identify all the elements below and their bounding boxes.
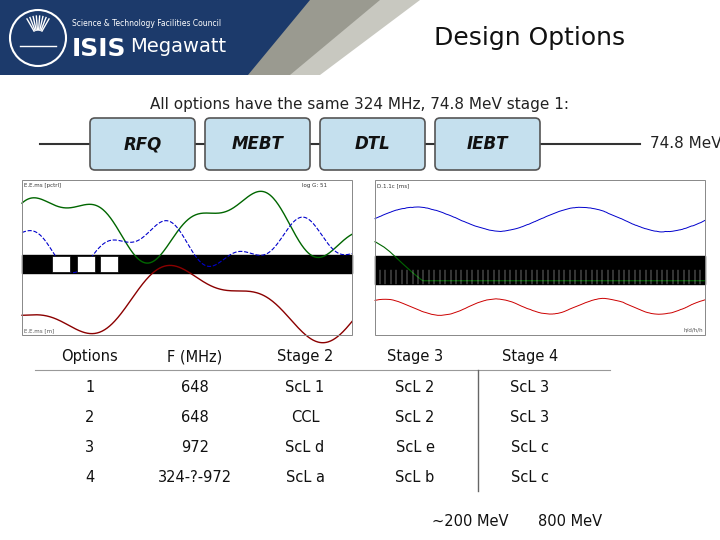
Text: 324-?-972: 324-?-972 (158, 469, 232, 484)
Text: ScL 1: ScL 1 (285, 381, 325, 395)
Text: 972: 972 (181, 440, 209, 455)
Text: Megawatt: Megawatt (130, 37, 226, 56)
Bar (22, 180, 352, 335)
Polygon shape (290, 0, 420, 75)
Text: 74.8 MeV: 74.8 MeV (650, 137, 720, 152)
Bar (375, 180, 705, 335)
Polygon shape (310, 0, 720, 75)
Text: ScL 2: ScL 2 (395, 410, 435, 426)
Text: ScL b: ScL b (395, 469, 435, 484)
Text: E.E.ms [pctrl]: E.E.ms [pctrl] (24, 183, 61, 188)
Polygon shape (248, 0, 430, 75)
Text: 800 MeV: 800 MeV (538, 515, 602, 530)
Text: 648: 648 (181, 381, 209, 395)
Text: Options: Options (62, 349, 118, 364)
Bar (100, 256, 118, 272)
Text: 3: 3 (86, 440, 94, 455)
Text: h/d/h/h: h/d/h/h (683, 328, 703, 333)
Text: Design Options: Design Options (434, 26, 626, 50)
Text: IEBT: IEBT (467, 135, 508, 153)
Text: ScL c: ScL c (511, 469, 549, 484)
Text: 648: 648 (181, 410, 209, 426)
Text: All options have the same 324 MHz, 74.8 MeV stage 1:: All options have the same 324 MHz, 74.8 … (150, 98, 570, 112)
FancyBboxPatch shape (320, 118, 425, 170)
Text: ScL a: ScL a (286, 469, 325, 484)
Text: CCL: CCL (291, 410, 319, 426)
Bar (52, 256, 70, 272)
Text: 1: 1 (86, 381, 94, 395)
Text: Stage 2: Stage 2 (276, 349, 333, 364)
Text: DTL: DTL (355, 135, 390, 153)
Text: ISIS: ISIS (72, 37, 127, 61)
FancyBboxPatch shape (90, 118, 195, 170)
Text: ScL 3: ScL 3 (510, 410, 549, 426)
Text: 4: 4 (86, 469, 94, 484)
Bar (22, 180, 352, 335)
Text: log G: 51: log G: 51 (302, 183, 327, 188)
Text: D.1.1c [ms]: D.1.1c [ms] (377, 183, 409, 188)
Bar (77, 256, 95, 272)
Text: E.E.ms [m]: E.E.ms [m] (24, 328, 54, 333)
Text: ScL c: ScL c (511, 440, 549, 455)
Text: Stage 3: Stage 3 (387, 349, 443, 364)
Text: F (MHz): F (MHz) (167, 349, 222, 364)
Text: ScL e: ScL e (395, 440, 434, 455)
Text: Stage 4: Stage 4 (502, 349, 558, 364)
Text: ScL 2: ScL 2 (395, 381, 435, 395)
Text: ScL 3: ScL 3 (510, 381, 549, 395)
Text: 2: 2 (85, 410, 95, 426)
Text: RFQ: RFQ (123, 135, 161, 153)
Text: ScL d: ScL d (285, 440, 325, 455)
Text: ~200 MeV: ~200 MeV (432, 515, 508, 530)
Bar (375, 180, 705, 335)
FancyBboxPatch shape (435, 118, 540, 170)
Text: Science & Technology Facilities Council: Science & Technology Facilities Council (72, 19, 221, 28)
Text: MEBT: MEBT (232, 135, 284, 153)
FancyBboxPatch shape (205, 118, 310, 170)
